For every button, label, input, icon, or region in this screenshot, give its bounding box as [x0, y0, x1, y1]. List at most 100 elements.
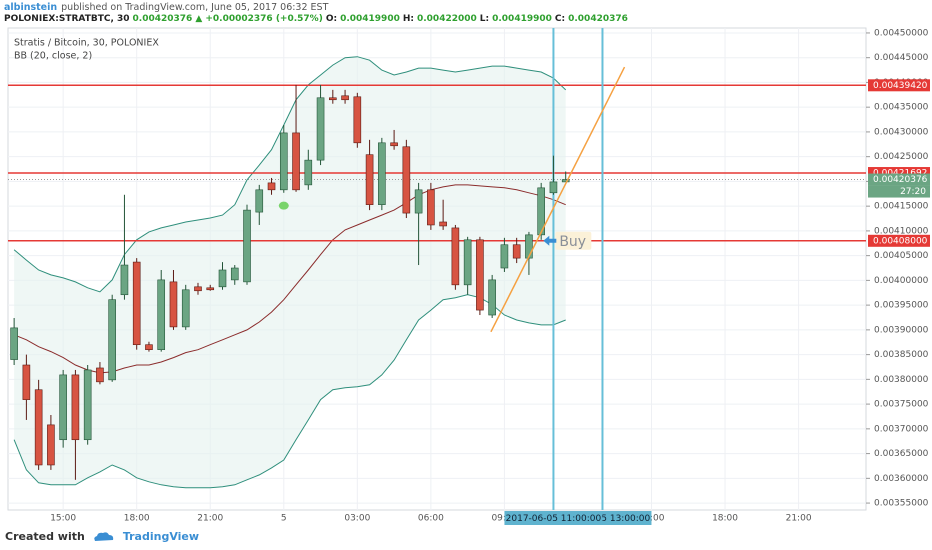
candle-down	[132, 261, 141, 346]
band-fill	[14, 56, 566, 488]
last: 0.00420376	[132, 14, 193, 24]
time-box-label: 2017-06-05 13:00:00	[555, 514, 651, 524]
x-tick-label: 03:00	[344, 514, 370, 524]
y-tick-label: 0.00425000	[874, 152, 929, 162]
candle-down	[427, 189, 435, 226]
candle-down	[353, 96, 362, 144]
x-tick-label: 15:00	[50, 514, 76, 524]
plot-frame	[7, 27, 867, 511]
candle-down	[402, 146, 411, 214]
x-tick-label: 18:00	[124, 514, 150, 524]
y-tick-label: 0.00410000	[874, 226, 929, 236]
symbol-line: POLONIEX:STRATBTC, 30 0.00420376 ▲ +0.00…	[4, 14, 628, 24]
x-tick-label: 15:00	[639, 514, 665, 524]
bb-basis	[13, 184, 566, 374]
candle-up	[488, 279, 496, 316]
c-value: 0.00420376	[568, 14, 628, 24]
price-box-label: 0.00439420	[873, 81, 928, 91]
h-label: H:	[402, 14, 414, 24]
price-box	[868, 79, 930, 92]
candle-down	[292, 132, 300, 191]
last-price-label: 0.00420376	[873, 175, 928, 185]
time-box-label: 2017-06-05 11:00:00	[506, 514, 602, 524]
candle-up	[549, 181, 558, 194]
candle-up	[500, 244, 509, 269]
published: published on TradingView.com, June 05, 2…	[61, 2, 329, 13]
y-tick-label: 0.00400000	[874, 276, 929, 286]
candle-down	[341, 95, 349, 101]
x-tick-label: 5	[281, 514, 287, 524]
candle-up	[108, 299, 116, 381]
candle-down	[145, 344, 153, 350]
candle-up	[414, 189, 423, 214]
y-tick-label: 0.00360000	[874, 474, 929, 484]
candle-up	[279, 132, 288, 191]
trendline	[490, 66, 626, 333]
candle-down	[206, 287, 215, 291]
candle-down	[169, 281, 178, 328]
x-tick-label: 18:00	[712, 514, 738, 524]
o-value: 0.00419900	[340, 14, 400, 24]
x-tick-label: 21:00	[197, 514, 223, 524]
y-tick-label: 0.00375000	[874, 400, 929, 410]
candle-down	[365, 154, 374, 205]
candle-down	[267, 182, 276, 191]
x-tick-label: 06:00	[418, 514, 444, 524]
candle-up	[59, 374, 67, 441]
bb-lower	[13, 294, 566, 489]
candle-down	[512, 244, 521, 259]
l-value: 0.00419900	[492, 14, 552, 24]
candle-up	[83, 369, 92, 441]
candle-up	[537, 187, 545, 236]
change: ▲ +0.00002376 (+0.57%)	[195, 14, 323, 24]
y-tick-label: 0.00450000	[874, 28, 929, 38]
c-label: C:	[554, 14, 566, 24]
candle-down	[47, 424, 55, 466]
candle-up	[218, 269, 227, 288]
y-tick-label: 0.00435000	[874, 103, 929, 113]
time-box	[504, 511, 603, 525]
x-tick-label: 21:00	[786, 514, 812, 524]
last-price-box	[868, 173, 930, 186]
candle-up	[304, 159, 313, 186]
candle-down	[96, 367, 104, 383]
candle-up	[10, 327, 18, 360]
indicator-label: BB (20, close, 2)	[14, 51, 92, 62]
publish-line: albinstein published on TradingView.com,…	[4, 2, 328, 13]
logo	[94, 531, 113, 541]
price-box-label: 0.00421692	[873, 169, 927, 179]
countdown-box	[868, 185, 930, 198]
l-label: L:	[479, 14, 490, 24]
author: albinstein	[4, 2, 58, 13]
y-tick-label: 0.00390000	[874, 325, 929, 335]
candle-up	[120, 264, 129, 296]
candle-down	[71, 374, 80, 441]
candle-up	[181, 289, 190, 328]
y-tick-label: 0.00395000	[874, 301, 929, 311]
y-tick-label: 0.00405000	[874, 251, 929, 261]
bb-upper	[13, 56, 567, 293]
candle-down	[451, 227, 460, 286]
candle-up	[230, 267, 239, 281]
y-tick-label: 0.00365000	[874, 449, 929, 459]
y-tick-label: 0.00370000	[874, 424, 929, 434]
price-box	[868, 234, 930, 247]
buy-bg	[555, 231, 592, 250]
o-label: O:	[325, 14, 338, 24]
created-with: Created with	[5, 530, 85, 543]
symbol: POLONIEX:STRATBTC, 30	[4, 14, 130, 24]
candle-down	[329, 97, 337, 101]
countdown: 27:20	[900, 187, 926, 197]
y-tick-label: 0.00445000	[874, 53, 929, 63]
y-tick-label: 0.00430000	[874, 127, 929, 137]
candle-up	[463, 239, 472, 286]
candle-down	[476, 239, 484, 311]
buy-label: Buy	[559, 234, 586, 250]
candle-down	[439, 221, 447, 227]
y-tick-label: 0.00385000	[874, 350, 929, 360]
footer: Created with TradingView	[5, 530, 199, 543]
h-value: 0.00422000	[416, 14, 477, 24]
candle-down	[194, 286, 202, 292]
candle-up	[561, 179, 570, 183]
brand[interactable]: TradingView	[122, 530, 200, 543]
